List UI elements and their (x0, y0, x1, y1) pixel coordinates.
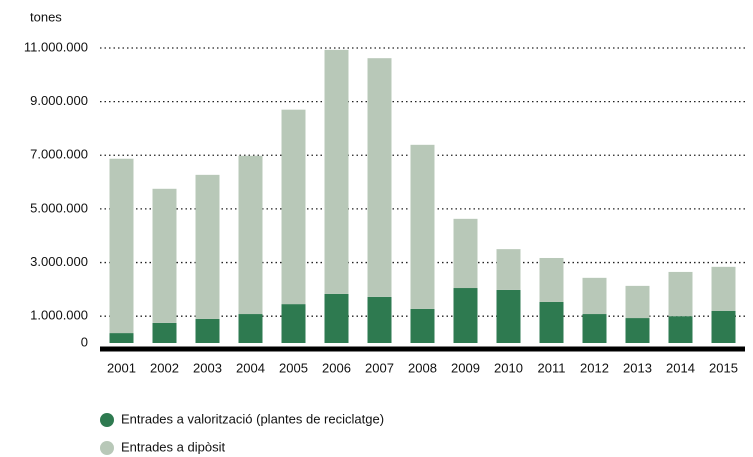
bar-segment (625, 318, 650, 343)
bar-segment (582, 314, 607, 343)
bar-segment (453, 288, 478, 343)
bar-segment (668, 316, 693, 343)
bar-segment (410, 144, 435, 309)
legend-label: Entrades a valorització (plantes de reci… (121, 411, 384, 426)
x-tick-label: 2010 (494, 360, 523, 375)
x-tick-label: 2005 (279, 360, 308, 375)
bar-segment (582, 277, 607, 315)
bar-segment (539, 257, 564, 302)
bar-segment (281, 109, 306, 305)
bar-segment (410, 308, 435, 343)
bar-segment (152, 188, 177, 323)
bar-segment (109, 158, 134, 334)
bar-segment (711, 310, 736, 343)
bar-segment (453, 218, 478, 289)
x-tick-label: 2006 (322, 360, 351, 375)
y-tick-label: 5.000.000 (30, 200, 88, 215)
bar-segment (238, 155, 263, 315)
bar-segment (195, 174, 220, 319)
bar-segment (238, 314, 263, 343)
x-tick-label: 2002 (150, 360, 179, 375)
bar-segment (152, 322, 177, 343)
y-tick-label: 9.000.000 (30, 93, 88, 108)
y-axis-label: tones (30, 9, 62, 24)
legend-swatch (100, 441, 114, 455)
x-tick-label: 2009 (451, 360, 480, 375)
bar-segment (324, 49, 349, 294)
bar-segment (195, 318, 220, 343)
bar-segment (367, 58, 392, 297)
bar-segment (324, 293, 349, 343)
bar-segment (496, 249, 521, 290)
bar-segment (539, 301, 564, 343)
bar-segment (281, 304, 306, 343)
y-tick-label: 3.000.000 (30, 254, 88, 269)
x-tick-label: 2013 (623, 360, 652, 375)
y-tick-label: 0 (81, 334, 88, 349)
y-tick-label: 1.000.000 (30, 308, 88, 323)
x-tick-label: 2003 (193, 360, 222, 375)
legend-label: Entrades a dipòsit (121, 439, 225, 454)
y-tick-label: 11.000.000 (24, 39, 88, 54)
legend-swatch (100, 413, 114, 427)
x-tick-label: 2001 (107, 360, 136, 375)
x-tick-label: 2014 (666, 360, 695, 375)
x-tick-label: 2004 (236, 360, 265, 375)
x-tick-label: 2015 (709, 360, 738, 375)
bar-segment (625, 285, 650, 319)
bar-segment (109, 333, 134, 343)
bar-segment (496, 289, 521, 343)
y-tick-label: 7.000.000 (30, 147, 88, 162)
bar-segment (367, 296, 392, 343)
x-tick-label: 2007 (365, 360, 394, 375)
bar-segment (668, 271, 693, 317)
x-tick-label: 2011 (538, 360, 566, 375)
x-tick-label: 2012 (580, 360, 609, 375)
x-tick-label: 2008 (408, 360, 437, 375)
bar-segment (711, 266, 736, 311)
